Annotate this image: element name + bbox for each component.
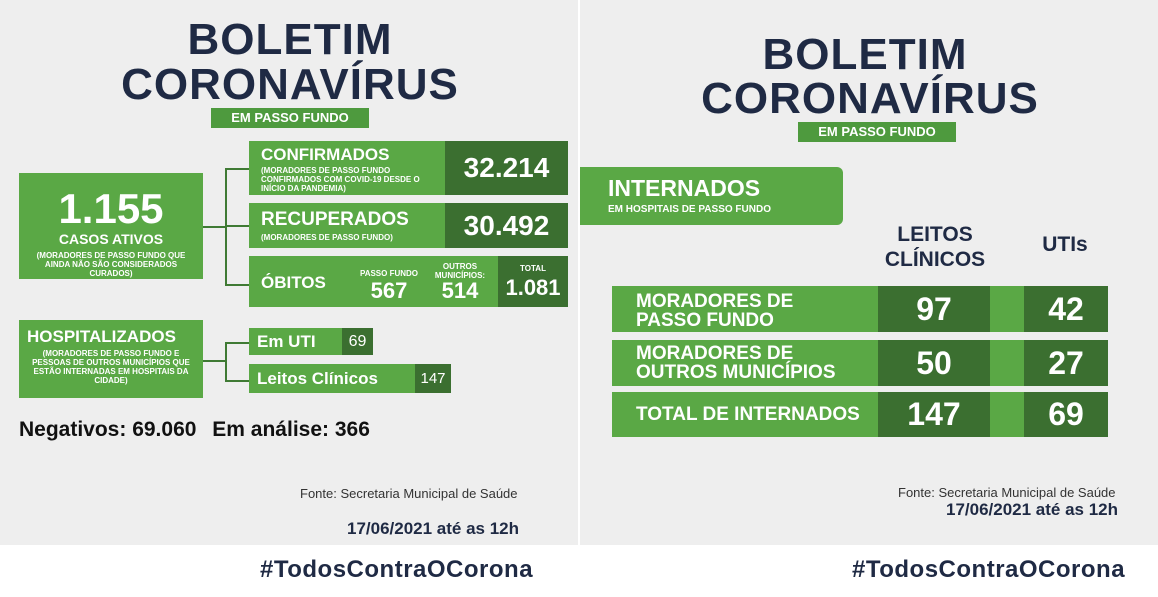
row-utis-outros: 27: [1024, 340, 1108, 386]
confirmados-label-box: CONFIRMADOS (MORADORES DE PASSO FUNDO CO…: [249, 141, 445, 195]
leitos-clinicos-value: 147: [415, 364, 451, 393]
connector: [225, 225, 249, 227]
row-utis-pf: 42: [1024, 286, 1108, 332]
right-title-line1: BOLETIM: [762, 30, 968, 79]
obitos-pf-value: 567: [370, 278, 408, 303]
obitos-total-box: TOTAL 1.081: [498, 256, 568, 307]
col-leitos-line1: LEITOS: [897, 223, 973, 246]
casos-ativos-label: CASOS ATIVOS: [58, 231, 164, 247]
right-fonte: Fonte: Secretaria Municipal de Saúde: [898, 485, 1116, 500]
confirmados-value: 32.214: [445, 141, 568, 195]
casos-ativos-note: (MORADORES DE PASSO FUNDO QUE AINDA NÃO …: [36, 251, 186, 278]
hospitalizados-label: HOSPITALIZADOS: [27, 327, 176, 346]
left-title-line2: CORONAVÍRUS: [121, 60, 459, 109]
row-label-line1: TOTAL DE INTERNADOS: [636, 404, 860, 425]
left-fonte: Fonte: Secretaria Municipal de Saúde: [300, 486, 518, 501]
obitos-outros-label: OUTROS MUNICÍPIOS:: [434, 262, 486, 280]
internados-sub: EM HOSPITAIS DE PASSO FUNDO: [608, 204, 771, 215]
row-label-line2: OUTROS MUNICÍPIOS: [636, 362, 836, 383]
col-leitos-line2: CLÍNICOS: [884, 248, 986, 271]
row-spacer: [990, 286, 1024, 332]
em-analise-value: 366: [334, 418, 370, 441]
negativos-line: Negativos: 69.060 Em análise: 366: [19, 418, 370, 442]
recuperados-note: (MORADORES DE PASSO FUNDO): [261, 233, 393, 242]
obitos-label: ÓBITOS: [261, 273, 326, 292]
row-leitos-total: 147: [878, 392, 990, 437]
right-title-line2: CORONAVÍRUS: [701, 74, 1039, 123]
em-analise-label: Em análise:: [212, 418, 330, 441]
left-hashtag: #TodosContraOCorona: [260, 556, 534, 583]
row-label-outros: MORADORES DE OUTROS MUNICÍPIOS: [612, 340, 878, 386]
row-label-line2: PASSO FUNDO: [636, 310, 774, 331]
connector: [203, 360, 225, 362]
row-utis-total: 69: [1024, 392, 1108, 437]
casos-ativos-box: 1.155 CASOS ATIVOS (MORADORES DE PASSO F…: [19, 173, 203, 279]
negativos-label: Negativos:: [19, 418, 127, 441]
recuperados-label-box: RECUPERADOS (MORADORES DE PASSO FUNDO): [249, 203, 445, 248]
left-bulletin-panel: BOLETIM CORONAVÍRUS EM PASSO FUNDO 1.155…: [0, 0, 578, 545]
right-subtitle-tag: EM PASSO FUNDO: [798, 122, 956, 142]
obitos-total-value: 1.081: [505, 275, 561, 300]
hospitalizados-note: (MORADORES DE PASSO FUNDO E PESSOAS DE O…: [32, 349, 190, 385]
left-subtitle-tag: EM PASSO FUNDO: [211, 108, 369, 128]
connector: [203, 226, 225, 228]
confirmados-note: (MORADORES DE PASSO FUNDO CONFIRMADOS CO…: [261, 166, 420, 193]
leitos-clinicos-label-box: Leitos Clínicos: [249, 364, 415, 393]
col-header-leitos: LEITOS CLÍNICOS: [865, 222, 1005, 272]
row-label-line1: MORADORES DE: [636, 291, 794, 312]
right-date: 17/06/2021 até as 12h: [946, 500, 1119, 519]
hospitalizados-box: HOSPITALIZADOS (MORADORES DE PASSO FUNDO…: [19, 320, 203, 398]
left-title-line1: BOLETIM: [187, 15, 393, 64]
right-hashtag: #TodosContraOCorona: [852, 556, 1126, 583]
em-uti-value: 69: [342, 328, 373, 355]
em-uti-label: Em UTI: [257, 332, 316, 351]
obitos-pf-label: PASSO FUNDO: [359, 269, 419, 278]
row-spacer: [990, 392, 1024, 437]
left-date: 17/06/2021 até as 12h: [347, 519, 520, 538]
obitos-box: ÓBITOS PASSO FUNDO 567 OUTROS MUNICÍPIOS…: [249, 256, 498, 307]
obitos-total-label: TOTAL: [520, 264, 546, 273]
internados-label: INTERNADOS: [608, 175, 761, 201]
recuperados-value: 30.492: [445, 203, 568, 248]
row-spacer: [990, 340, 1024, 386]
recuperados-label: RECUPERADOS: [261, 209, 409, 230]
row-leitos-outros: 50: [878, 340, 990, 386]
obitos-outros-value: 514: [441, 278, 479, 303]
casos-ativos-value: 1.155: [58, 185, 164, 232]
right-bulletin-panel: BOLETIM CORONAVÍRUS EM PASSO FUNDO INTER…: [580, 0, 1158, 545]
col-header-utis: UTIs: [1042, 233, 1088, 256]
row-label-pf: MORADORES DE PASSO FUNDO: [612, 286, 878, 332]
em-uti-label-box: Em UTI: [249, 328, 342, 355]
connector: [225, 342, 251, 382]
row-leitos-pf: 97: [878, 286, 990, 332]
leitos-clinicos-label: Leitos Clínicos: [257, 369, 378, 388]
negativos-value: 69.060: [132, 418, 197, 441]
internados-banner: INTERNADOS EM HOSPITAIS DE PASSO FUNDO: [580, 167, 843, 225]
row-label-total: TOTAL DE INTERNADOS: [612, 392, 878, 437]
confirmados-label: CONFIRMADOS: [261, 145, 390, 164]
row-label-line1: MORADORES DE: [636, 343, 794, 364]
connector: [225, 168, 251, 286]
